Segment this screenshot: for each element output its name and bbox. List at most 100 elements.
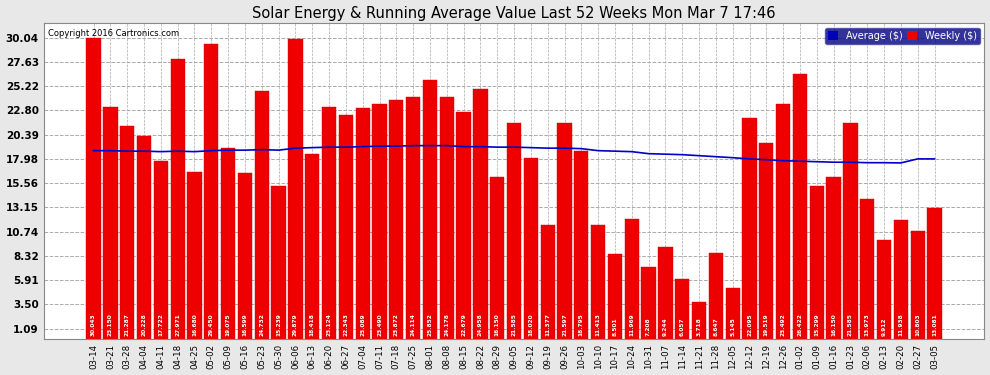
Text: 18.418: 18.418 — [310, 314, 315, 336]
Text: 8.501: 8.501 — [613, 318, 618, 336]
Bar — [120, 126, 135, 339]
Text: 19.519: 19.519 — [764, 314, 769, 336]
Bar — [557, 123, 571, 339]
Text: 13.081: 13.081 — [932, 314, 937, 336]
Text: 16.599: 16.599 — [243, 314, 248, 336]
Bar — [322, 107, 337, 339]
Bar — [372, 104, 387, 339]
Text: 23.150: 23.150 — [108, 314, 113, 336]
Bar — [507, 123, 521, 339]
Text: Copyright 2016 Cartronics.com: Copyright 2016 Cartronics.com — [49, 30, 179, 39]
Bar — [187, 172, 202, 339]
Text: 17.722: 17.722 — [158, 314, 163, 336]
Text: 5.145: 5.145 — [731, 318, 736, 336]
Text: 9.912: 9.912 — [881, 318, 887, 336]
Bar — [843, 123, 857, 339]
Text: 9.244: 9.244 — [663, 318, 668, 336]
Text: 18.020: 18.020 — [529, 314, 534, 336]
Text: 15.299: 15.299 — [815, 314, 820, 336]
Text: 24.958: 24.958 — [478, 314, 483, 336]
Bar — [726, 288, 740, 339]
Text: 24.114: 24.114 — [411, 314, 416, 336]
Text: 11.377: 11.377 — [545, 314, 550, 336]
Text: 23.492: 23.492 — [781, 314, 786, 336]
Bar — [541, 225, 554, 339]
Text: 8.647: 8.647 — [714, 318, 719, 336]
Text: 10.803: 10.803 — [915, 314, 921, 336]
Text: 19.075: 19.075 — [226, 314, 231, 336]
Text: 22.095: 22.095 — [747, 314, 752, 336]
Bar — [153, 162, 168, 339]
Text: 16.680: 16.680 — [192, 314, 197, 336]
Bar — [742, 118, 756, 339]
Bar — [170, 58, 185, 339]
Bar — [238, 173, 252, 339]
Text: 22.679: 22.679 — [461, 314, 466, 336]
Bar — [776, 104, 790, 339]
Bar — [423, 80, 438, 339]
Bar — [642, 267, 655, 339]
Text: 29.450: 29.450 — [209, 314, 214, 336]
Text: 21.585: 21.585 — [512, 314, 517, 336]
Bar — [440, 97, 454, 339]
Text: 29.879: 29.879 — [293, 314, 298, 336]
Bar — [759, 143, 773, 339]
Bar — [524, 159, 538, 339]
Bar — [894, 220, 908, 339]
Bar — [355, 108, 370, 339]
Bar — [86, 38, 101, 339]
Bar — [406, 97, 421, 339]
Text: 7.208: 7.208 — [646, 318, 651, 336]
Bar — [574, 151, 588, 339]
Bar — [827, 177, 841, 339]
Text: 11.969: 11.969 — [630, 314, 635, 336]
Bar — [591, 225, 605, 339]
Bar — [204, 44, 219, 339]
Bar — [339, 115, 353, 339]
Bar — [137, 136, 151, 339]
Bar — [692, 302, 706, 339]
Text: 23.124: 23.124 — [327, 314, 332, 336]
Text: 11.938: 11.938 — [898, 314, 904, 336]
Bar — [877, 240, 891, 339]
Bar — [490, 177, 504, 339]
Bar — [608, 254, 622, 339]
Bar — [860, 199, 874, 339]
Text: 16.150: 16.150 — [832, 314, 837, 336]
Text: 21.287: 21.287 — [125, 314, 130, 336]
Text: 20.228: 20.228 — [142, 314, 147, 336]
Bar — [305, 154, 320, 339]
Bar — [103, 107, 118, 339]
Text: 22.343: 22.343 — [344, 314, 348, 336]
Title: Solar Energy & Running Average Value Last 52 Weeks Mon Mar 7 17:46: Solar Energy & Running Average Value Las… — [252, 6, 776, 21]
Bar — [288, 39, 303, 339]
Text: 13.973: 13.973 — [864, 314, 870, 336]
Bar — [709, 253, 723, 339]
Text: 3.718: 3.718 — [697, 318, 702, 336]
Text: 30.043: 30.043 — [91, 314, 96, 336]
Text: 21.585: 21.585 — [848, 314, 853, 336]
Bar — [271, 186, 286, 339]
Text: 15.239: 15.239 — [276, 314, 281, 336]
Text: 24.732: 24.732 — [259, 314, 264, 336]
Bar — [625, 219, 639, 339]
Bar — [793, 74, 807, 339]
Bar — [675, 279, 689, 339]
Legend: Average ($), Weekly ($): Average ($), Weekly ($) — [825, 28, 979, 44]
Text: 11.413: 11.413 — [596, 314, 601, 336]
Text: 27.971: 27.971 — [175, 314, 180, 336]
Text: 6.057: 6.057 — [680, 318, 685, 336]
Text: 24.178: 24.178 — [445, 314, 449, 336]
Bar — [810, 186, 824, 339]
Text: 26.422: 26.422 — [798, 314, 803, 336]
Bar — [221, 148, 236, 339]
Text: 25.852: 25.852 — [428, 314, 433, 336]
Bar — [456, 112, 471, 339]
Bar — [658, 247, 672, 339]
Text: 23.490: 23.490 — [377, 314, 382, 336]
Bar — [254, 91, 269, 339]
Text: 18.795: 18.795 — [579, 314, 584, 336]
Text: 16.150: 16.150 — [495, 314, 500, 336]
Text: 21.597: 21.597 — [562, 314, 567, 336]
Bar — [473, 89, 487, 339]
